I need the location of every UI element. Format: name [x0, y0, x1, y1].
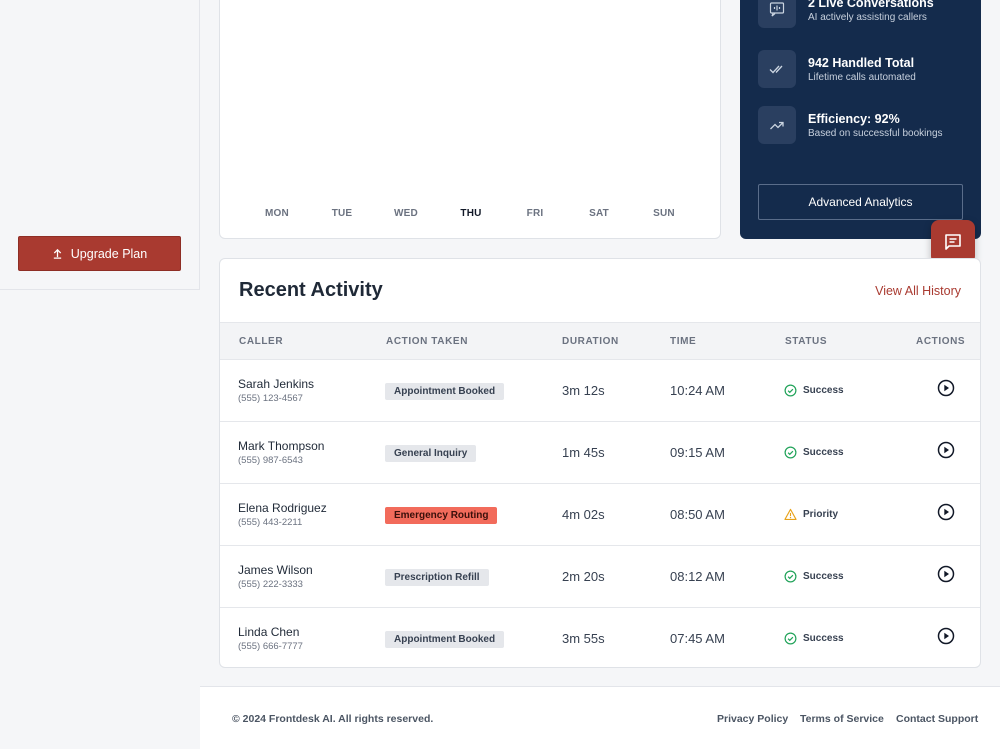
chart-day-axis: MON TUE WED THU FRI SAT SUN	[220, 208, 720, 222]
action-badge-emergency: Emergency Routing	[385, 507, 498, 524]
upgrade-plan-button[interactable]: Upgrade Plan	[18, 236, 181, 271]
terms-of-service-link[interactable]: Terms of Service	[800, 713, 884, 725]
duration: 2m 20s	[562, 569, 605, 584]
status-label: Priority	[803, 509, 839, 520]
duration: 3m 12s	[562, 383, 605, 398]
status-success: Success	[784, 384, 844, 397]
privacy-policy-link[interactable]: Privacy Policy	[717, 713, 789, 725]
stat-subtitle: Lifetime calls automated	[808, 71, 916, 83]
check-circle-icon	[784, 632, 797, 645]
stat-title: 942 Handled Total	[808, 55, 915, 70]
status-success: Success	[784, 632, 844, 645]
table-row[interactable]: Elena Rodriguez (555) 443-2211 Emergency…	[220, 484, 980, 546]
table-row[interactable]: Mark Thompson (555) 987-6543 General Inq…	[220, 422, 980, 484]
time: 10:24 AM	[670, 383, 725, 398]
sidebar: Upgrade Plan	[0, 0, 200, 290]
trending-up-icon	[758, 106, 796, 144]
stat-efficiency: Efficiency: 92% Based on successful book…	[758, 106, 943, 144]
caller-phone: (555) 666-7777	[238, 641, 303, 652]
action-badge: Appointment Booked	[385, 383, 505, 400]
duration: 3m 55s	[562, 631, 605, 646]
time: 07:45 AM	[670, 631, 725, 646]
caller-phone: (555) 987-6543	[238, 455, 303, 466]
stat-subtitle: AI actively assisting callers	[808, 11, 927, 23]
day-label: FRI	[526, 208, 544, 219]
stat-live-conversations: 2 Live Conversations AI actively assisti…	[758, 0, 934, 28]
column-header-caller: CALLER	[239, 336, 284, 347]
check-circle-icon	[784, 446, 797, 459]
double-check-icon	[758, 50, 796, 88]
chat-button[interactable]	[931, 220, 975, 264]
column-header-time: TIME	[670, 336, 697, 347]
copyright-text: © 2024 Frontdesk AI. All rights reserved…	[232, 713, 434, 725]
day-label: SAT	[589, 208, 609, 219]
check-circle-icon	[784, 384, 797, 397]
contact-support-link[interactable]: Contact Support	[896, 713, 979, 725]
ai-stats-card: 2 Live Conversations AI actively assisti…	[740, 0, 981, 239]
caller-name: Mark Thompson	[238, 439, 325, 453]
status-label: Success	[803, 385, 844, 396]
weekly-chart-card: MON TUE WED THU FRI SAT SUN	[219, 0, 721, 239]
status-label: Success	[803, 633, 844, 644]
status-priority: Priority	[784, 508, 838, 521]
table-row[interactable]: Sarah Jenkins (555) 123-4567 Appointment…	[220, 360, 980, 422]
caller-phone: (555) 222-3333	[238, 579, 303, 590]
status-success: Success	[784, 446, 844, 459]
table-header: CALLER ACTION TAKEN DURATION TIME STATUS…	[220, 322, 980, 360]
chat-icon	[945, 234, 961, 250]
time: 08:50 AM	[670, 507, 725, 522]
action-badge: Prescription Refill	[385, 569, 489, 586]
stat-title: 2 Live Conversations	[808, 0, 934, 10]
day-label: SUN	[653, 208, 675, 219]
day-label: TUE	[331, 208, 353, 219]
status-label: Success	[803, 571, 844, 582]
caller-name: Sarah Jenkins	[238, 377, 315, 391]
duration: 1m 45s	[562, 445, 605, 460]
time: 09:15 AM	[670, 445, 725, 460]
action-badge: Appointment Booked	[385, 631, 505, 648]
caller-name: James Wilson	[238, 563, 313, 577]
day-label: WED	[394, 208, 418, 219]
check-circle-icon	[784, 570, 797, 583]
upgrade-plan-label: Upgrade Plan	[70, 246, 148, 261]
play-recording-icon[interactable]	[937, 627, 955, 645]
stat-handled-total: 942 Handled Total Lifetime calls automat…	[758, 50, 916, 88]
column-header-duration: DURATION	[562, 336, 619, 347]
action-badge: General Inquiry	[385, 445, 477, 462]
section-title: Recent Activity	[239, 279, 383, 301]
warning-triangle-icon	[784, 508, 797, 520]
audio-message-icon	[758, 0, 796, 28]
day-label-active: THU	[460, 208, 482, 219]
column-header-actions: ACTIONS	[916, 336, 966, 347]
day-label: MON	[265, 208, 289, 219]
recent-activity-card: Recent Activity View All History CALLER …	[219, 258, 981, 668]
table-row[interactable]: Linda Chen (555) 666-7777 Appointment Bo…	[220, 608, 980, 667]
upload-arrow-icon	[53, 248, 61, 259]
caller-name: Linda Chen	[238, 625, 300, 639]
play-recording-icon[interactable]	[937, 565, 955, 583]
duration: 4m 02s	[562, 507, 605, 522]
status-success: Success	[784, 570, 844, 583]
view-all-history-link[interactable]: View All History	[875, 284, 961, 298]
column-header-status: STATUS	[785, 336, 828, 347]
status-label: Success	[803, 447, 844, 458]
stat-subtitle: Based on successful bookings	[808, 127, 943, 139]
column-header-action: ACTION TAKEN	[386, 336, 469, 347]
table-row[interactable]: James Wilson (555) 222-3333 Prescription…	[220, 546, 980, 608]
time: 08:12 AM	[670, 569, 725, 584]
play-recording-icon[interactable]	[937, 379, 955, 397]
caller-name: Elena Rodriguez	[238, 501, 327, 515]
play-recording-icon[interactable]	[937, 503, 955, 521]
caller-phone: (555) 443-2211	[238, 517, 303, 528]
play-recording-icon[interactable]	[937, 441, 955, 459]
caller-phone: (555) 123-4567	[238, 393, 303, 404]
footer: © 2024 Frontdesk AI. All rights reserved…	[200, 686, 1000, 749]
stat-title: Efficiency: 92%	[808, 111, 900, 126]
advanced-analytics-button[interactable]: Advanced Analytics	[758, 184, 963, 220]
